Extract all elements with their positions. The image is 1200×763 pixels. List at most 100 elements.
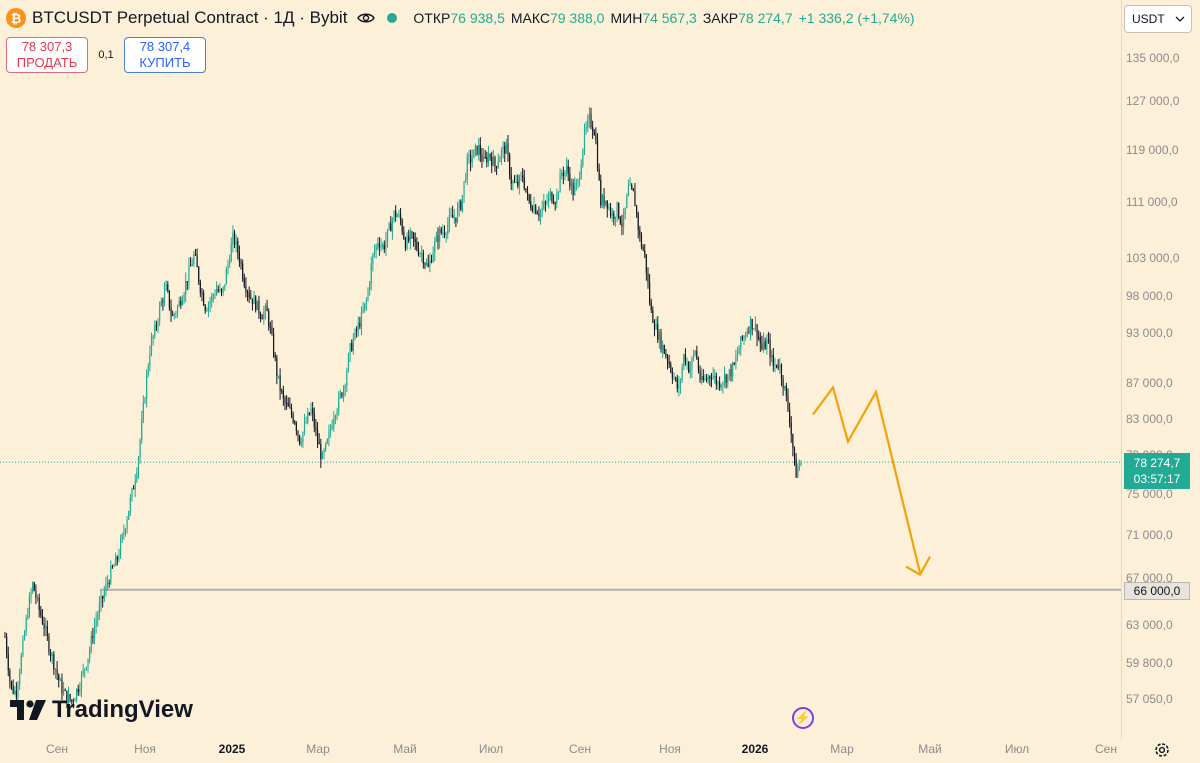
candle-body [688, 362, 690, 373]
candle-body [735, 357, 737, 365]
candle-body [141, 419, 143, 441]
candle-body [717, 382, 719, 385]
candle-body [543, 202, 545, 208]
candle-body [518, 176, 520, 187]
lightning-icon[interactable]: ⚡ [792, 707, 814, 729]
chevron-down-icon [1175, 16, 1185, 22]
candle-body [103, 591, 105, 599]
candle-body [383, 244, 385, 250]
candle-body [132, 488, 135, 490]
candle-body [388, 223, 390, 230]
candle-body [33, 582, 35, 591]
price-axis-label: 83 000,0 [1126, 412, 1173, 426]
candle-body [424, 263, 426, 265]
candle-body [119, 539, 122, 556]
candle-body [627, 185, 630, 196]
candle-body [800, 462, 802, 466]
candle-body [43, 623, 45, 629]
candle-body [616, 202, 618, 218]
candle-body [199, 282, 201, 293]
candle-body [412, 232, 415, 239]
candle-body [356, 329, 358, 331]
candle-body [168, 290, 171, 308]
candle-body [689, 369, 691, 373]
candle-body [255, 296, 257, 311]
candle-body [507, 142, 509, 155]
candle-body [657, 324, 659, 340]
candle-body [709, 376, 711, 379]
candle-body [780, 364, 783, 380]
candle-body [772, 354, 774, 366]
candle-body [209, 301, 211, 305]
candle-body [245, 286, 247, 292]
candle-body [61, 680, 63, 694]
candle-body [622, 215, 625, 227]
gear-icon[interactable] [1153, 741, 1171, 759]
symbol-title[interactable]: BTCUSDT Perpetual Contract · 1Д · Bybit [32, 8, 348, 27]
candle-body [251, 298, 254, 305]
candle-body [437, 235, 439, 242]
candle-body [544, 202, 547, 204]
candle-body [574, 185, 576, 195]
candle-body [377, 243, 379, 246]
candle-body [321, 452, 324, 459]
candle-body [684, 354, 687, 363]
candle-body [299, 435, 301, 445]
candle-body [286, 402, 288, 404]
candle-body [579, 178, 581, 180]
price-axis-label: 75 000,0 [1126, 487, 1173, 501]
candle-body [523, 177, 525, 189]
sell-button[interactable]: 78 307,3 ПРОДАТЬ [6, 37, 88, 73]
candle-body [35, 590, 37, 599]
buy-button[interactable]: 78 307,4 КУПИТЬ [124, 37, 206, 73]
candle-body [795, 458, 797, 478]
candle-body [593, 131, 595, 136]
candle-body [250, 297, 252, 299]
candle-body [608, 206, 610, 209]
candle-body [570, 182, 573, 187]
candle-body [160, 300, 162, 306]
candle-body [110, 566, 112, 584]
candle-body [27, 616, 29, 618]
candle-body [761, 343, 763, 350]
eye-icon[interactable] [357, 9, 376, 27]
candle-body [121, 534, 123, 540]
open-value: 76 938,5 [450, 10, 505, 26]
tradingview-logo-text: TradingView [52, 696, 193, 723]
candle-body [362, 309, 364, 312]
candle-body [305, 422, 307, 424]
candle-body [707, 376, 709, 380]
candle-body [30, 591, 32, 597]
candle-body [609, 206, 612, 216]
candle-body [535, 205, 537, 214]
candle-body [351, 343, 353, 351]
candle-body [58, 674, 60, 681]
candle-body [399, 214, 402, 221]
candle-body [274, 355, 276, 358]
candle-body [505, 142, 507, 154]
candle-body [219, 289, 221, 291]
candle-body [212, 295, 214, 297]
candle-body [618, 202, 620, 218]
candle-body [277, 375, 280, 377]
candle-body [328, 431, 330, 440]
candle-body [774, 364, 776, 366]
currency-label: USDT [1132, 12, 1165, 26]
candle-body [129, 497, 131, 512]
candle-body [758, 337, 760, 339]
candle-body [284, 398, 286, 403]
candle-body [767, 339, 770, 341]
candle-body [220, 289, 223, 293]
candle-body [486, 157, 488, 163]
currency-selector[interactable]: USDT [1124, 5, 1192, 33]
candle-body [668, 361, 670, 365]
price-axis-label: 57 050,0 [1126, 692, 1173, 706]
candle-body [582, 149, 584, 166]
candle-body [108, 583, 110, 585]
candle-body [434, 241, 436, 253]
candle-body [551, 192, 553, 202]
candle-body [87, 658, 89, 668]
candle-body [526, 191, 529, 195]
candle-body [448, 215, 450, 225]
